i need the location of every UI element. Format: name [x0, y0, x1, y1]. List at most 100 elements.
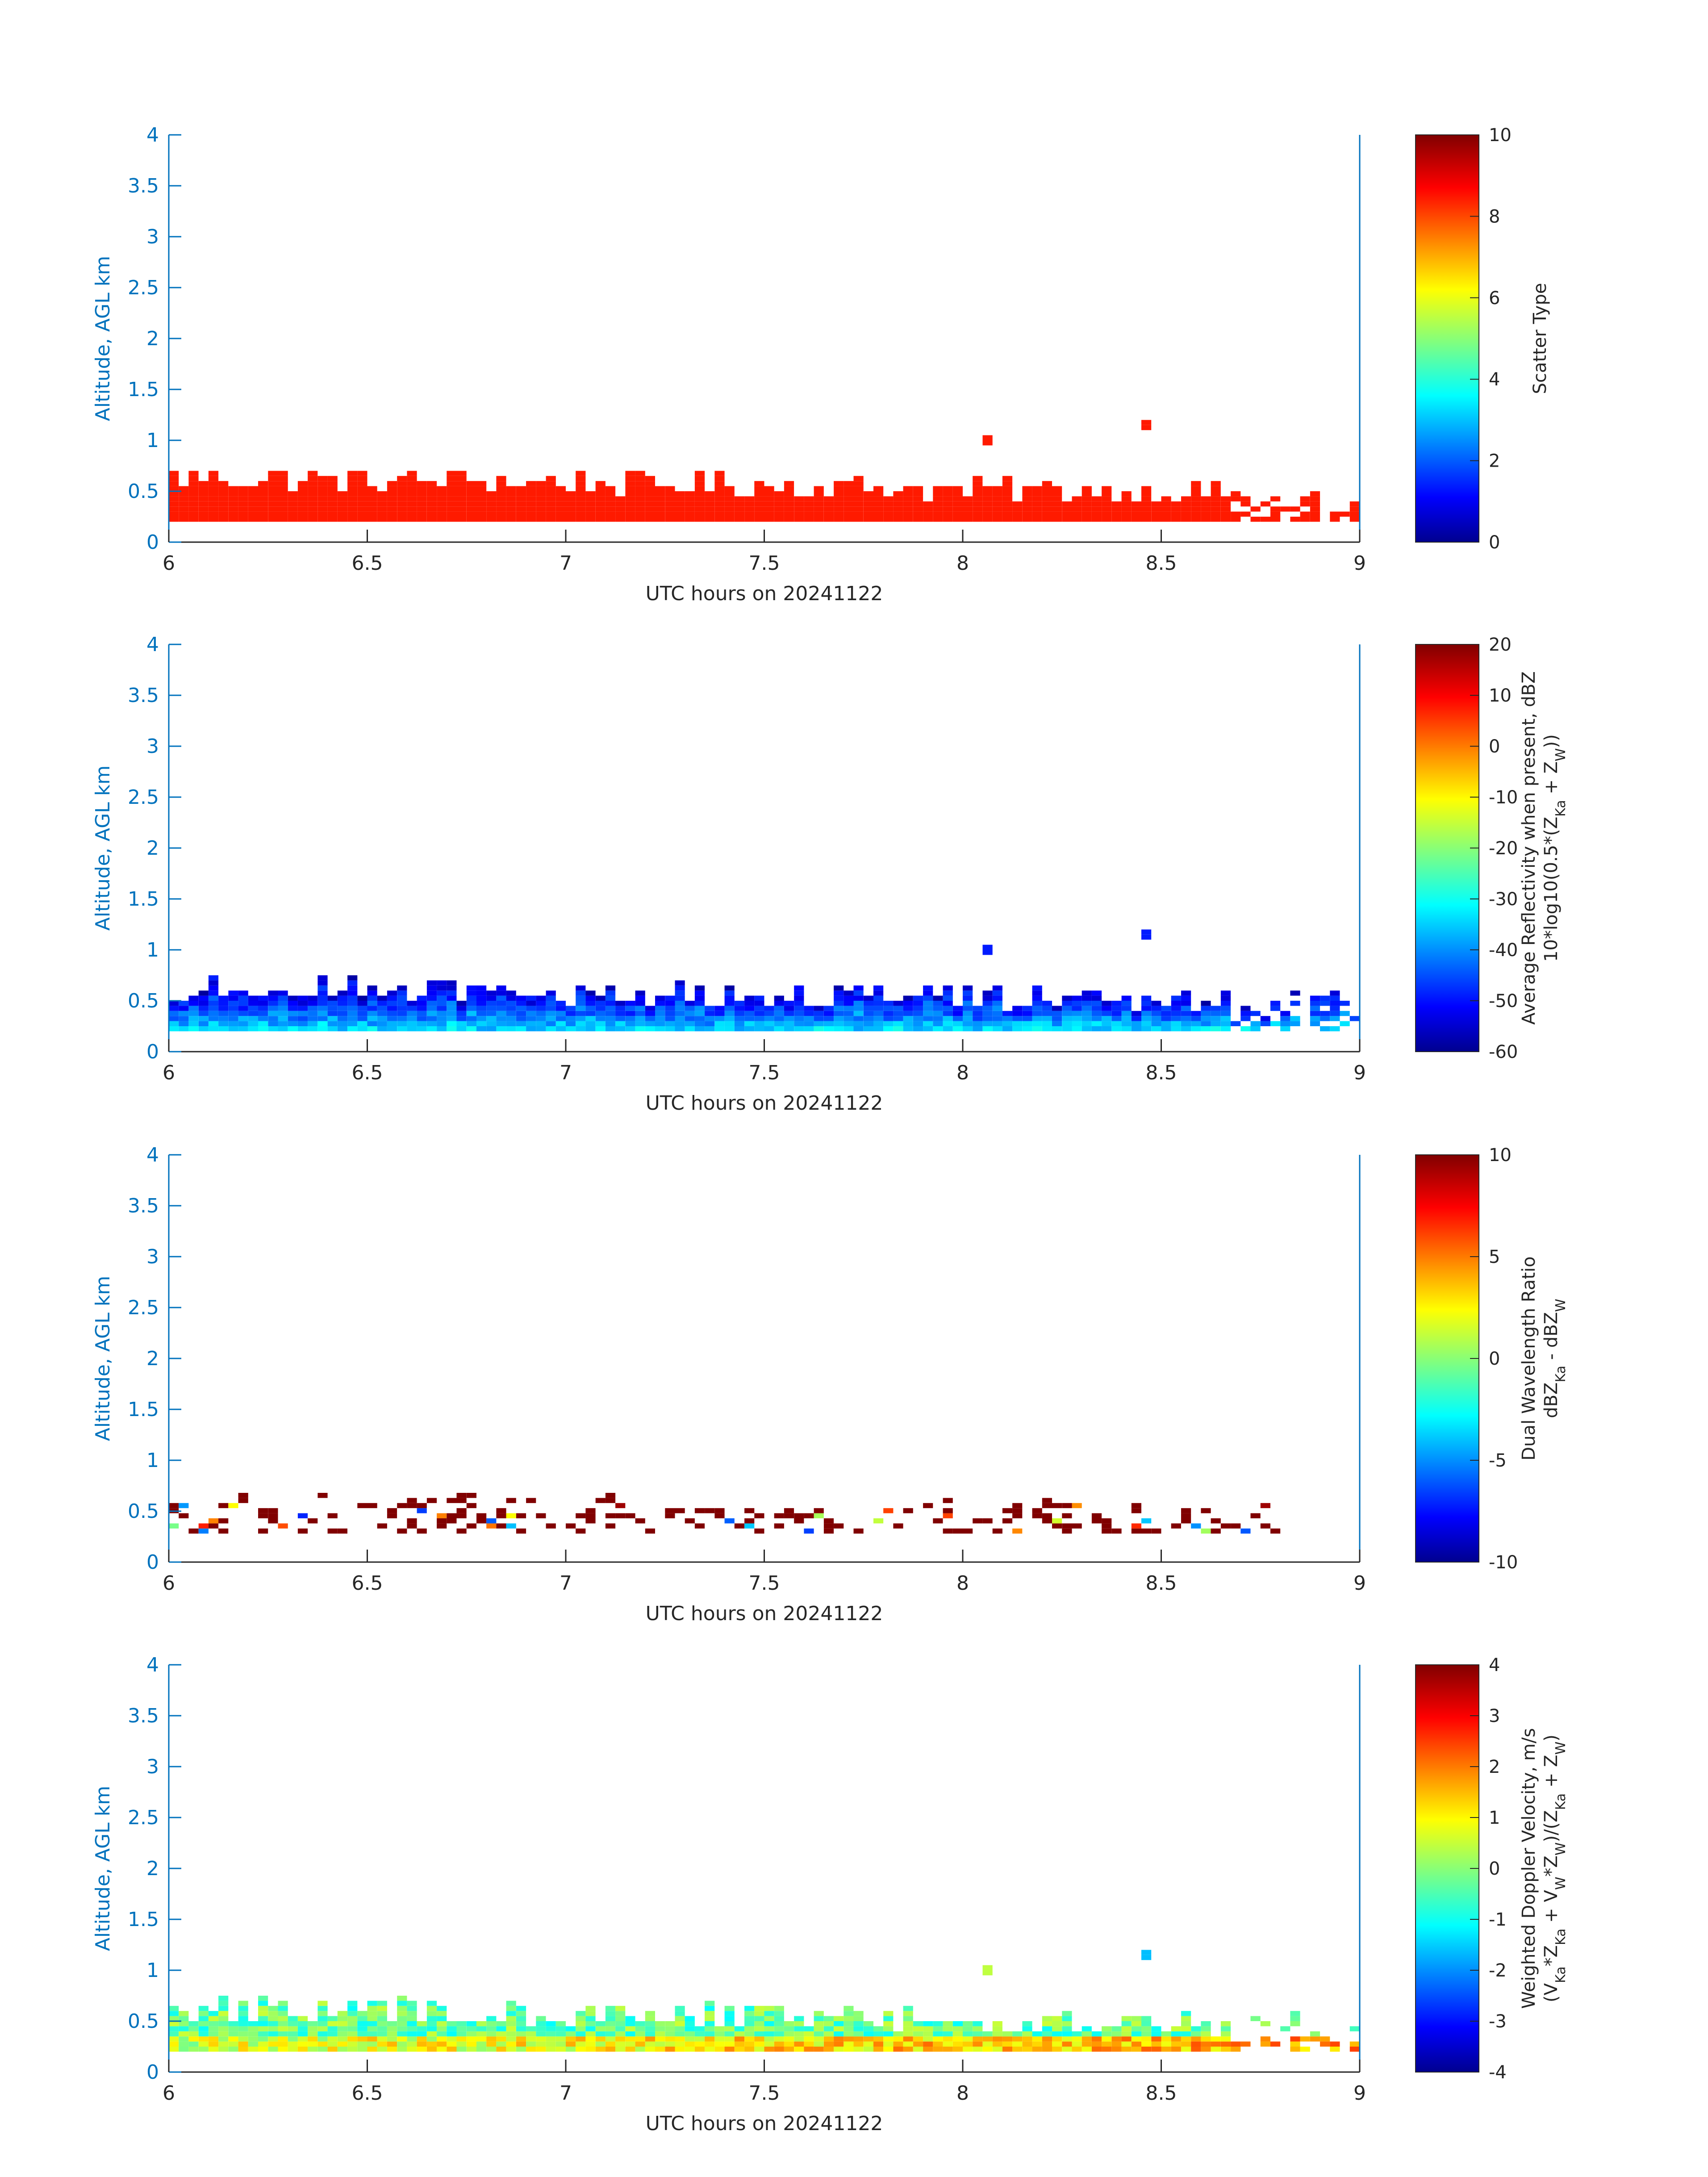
heatmap-cell — [625, 511, 635, 517]
heatmap-cell — [655, 995, 665, 1001]
heatmap-cell — [605, 1026, 616, 1032]
heatmap-cell — [655, 1006, 665, 1011]
heatmap-cell — [327, 1011, 338, 1016]
heatmap-cell — [297, 1513, 308, 1518]
heatmap-cell — [784, 486, 794, 491]
heatmap-cell — [1310, 1001, 1320, 1006]
heatmap-cell — [1032, 1011, 1042, 1016]
heatmap-cell — [1012, 1528, 1023, 1534]
heatmap-cell — [1111, 506, 1122, 512]
heatmap-cell — [258, 1001, 268, 1006]
heatmap-cell — [694, 491, 705, 497]
heatmap-cell — [238, 486, 248, 491]
heatmap-cell — [853, 511, 864, 517]
heatmap-cell — [198, 517, 209, 522]
heatmap-cell — [367, 1503, 377, 1508]
heatmap-cell — [1102, 506, 1112, 512]
heatmap-cell — [476, 1021, 487, 1026]
heatmap-cell — [377, 496, 387, 501]
heatmap-cell — [992, 1528, 1002, 1534]
heatmap-cell — [576, 2016, 586, 2021]
heatmap-cell — [357, 471, 367, 476]
heatmap-cell — [943, 496, 953, 501]
heatmap-cell — [625, 506, 635, 512]
heatmap-cell — [516, 2041, 526, 2047]
heatmap-cell — [744, 2026, 755, 2031]
heatmap-cell — [933, 1016, 943, 1021]
heatmap-cell — [982, 491, 993, 497]
heatmap-cell — [635, 476, 645, 481]
heatmap-cell — [1201, 2021, 1211, 2027]
heatmap-cell — [1171, 511, 1181, 517]
heatmap-cell — [506, 1006, 516, 1011]
heatmap-cell — [357, 517, 367, 522]
heatmap-cell — [853, 1006, 864, 1011]
heatmap-cell — [288, 995, 298, 1001]
heatmap-cell — [347, 2021, 358, 2027]
heatmap-cell — [883, 1011, 894, 1016]
colorbar-label: dBZKa - dBZW — [1541, 1299, 1569, 1418]
heatmap-cell — [973, 1006, 983, 1011]
heatmap-cell — [248, 2036, 258, 2042]
heatmap-cell — [1131, 2036, 1141, 2042]
heatmap-cell — [714, 486, 725, 491]
heatmap-cell — [407, 1523, 417, 1529]
y-tick-label: 0 — [146, 2061, 159, 2084]
heatmap-cell — [1161, 1021, 1171, 1026]
heatmap-cell — [893, 1006, 903, 1011]
heatmap-cell — [952, 1026, 963, 1032]
y-tick-label: 3 — [146, 1245, 159, 1268]
heatmap-cell — [496, 1523, 506, 1529]
heatmap-cell — [426, 2006, 437, 2011]
heatmap-cell — [635, 501, 645, 507]
heatmap-cell — [456, 1498, 467, 1503]
heatmap-cell — [1290, 2041, 1300, 2047]
heatmap-cell — [823, 2047, 834, 2052]
heatmap-cell — [1131, 1026, 1141, 1032]
heatmap-cell — [605, 1493, 616, 1498]
heatmap-cell — [913, 1011, 923, 1016]
heatmap-cell — [863, 491, 873, 497]
heatmap-cell — [169, 481, 179, 486]
heatmap-cell — [705, 2026, 715, 2031]
heatmap-cell — [992, 511, 1002, 517]
heatmap-cell — [784, 1001, 794, 1006]
heatmap-cell — [694, 471, 705, 476]
heatmap-cell — [1211, 2041, 1221, 2047]
heatmap-cell — [288, 517, 298, 522]
heatmap-cell — [407, 506, 417, 512]
heatmap-cell — [377, 1026, 387, 1032]
heatmap-cell — [407, 491, 417, 497]
heatmap-cell — [1002, 1021, 1013, 1026]
heatmap-cell — [188, 517, 199, 522]
heatmap-cell — [754, 2016, 764, 2021]
heatmap-cell — [1250, 2016, 1261, 2021]
heatmap-cell — [218, 2047, 229, 2052]
heatmap-cell — [476, 2031, 487, 2037]
heatmap-cell — [258, 2006, 268, 2011]
heatmap-cell — [943, 1011, 953, 1016]
heatmap-cell — [1012, 1503, 1023, 1508]
heatmap-cell — [218, 1001, 229, 1006]
heatmap-cell — [169, 2011, 179, 2016]
heatmap-cell — [982, 1026, 993, 1032]
heatmap-cell — [437, 2011, 447, 2016]
heatmap-cell — [268, 517, 278, 522]
heatmap-cell — [367, 491, 377, 497]
heatmap-cell — [1201, 1026, 1211, 1032]
heatmap-cell — [387, 2026, 397, 2031]
heatmap-cell — [1181, 1518, 1191, 1524]
heatmap-cell — [1072, 1001, 1082, 1006]
heatmap-cell — [566, 511, 576, 517]
colorbar-tick-label: 20 — [1489, 635, 1512, 655]
heatmap-cell — [804, 2047, 814, 2052]
heatmap-cell — [823, 501, 834, 507]
heatmap-cell — [943, 486, 953, 491]
heatmap-cell — [973, 476, 983, 481]
heatmap-cell — [834, 2036, 844, 2042]
heatmap-cell — [973, 2036, 983, 2042]
heatmap-cell — [724, 501, 735, 507]
heatmap-cell — [407, 1006, 417, 1011]
heatmap-cell — [754, 1528, 764, 1534]
heatmap-cell — [566, 1026, 576, 1032]
